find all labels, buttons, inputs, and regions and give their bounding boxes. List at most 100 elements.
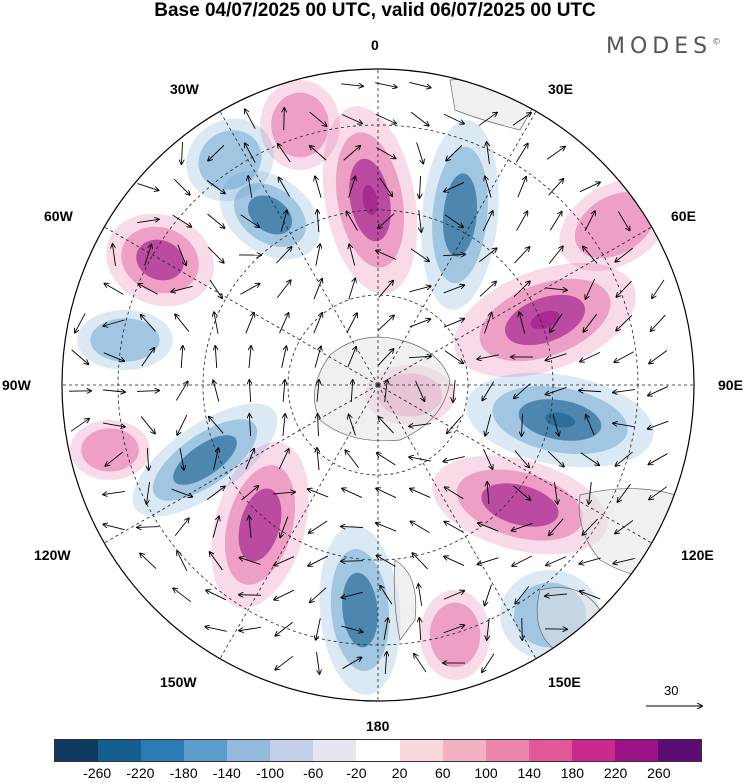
wind-arrow — [315, 176, 322, 198]
wind-arrow — [144, 245, 152, 266]
wind-arrow — [249, 516, 251, 538]
colorbar-swatch — [528, 740, 572, 761]
wind-arrow — [377, 315, 394, 331]
wind-arrow — [112, 244, 116, 266]
wind-arrow — [341, 561, 364, 562]
wind-arrow — [249, 414, 250, 437]
wind-arrow — [280, 516, 289, 538]
wind-arrow — [279, 313, 289, 334]
wind-arrow — [240, 558, 261, 565]
lon-label-150w: 150W — [160, 674, 197, 690]
wind-arrow — [345, 450, 360, 469]
wind-arrow — [482, 653, 495, 672]
wind-arrow — [276, 280, 290, 299]
colorbar-tick-label: 100 — [474, 765, 498, 781]
lon-label-90e: 90E — [718, 377, 743, 393]
wind-arrow — [213, 448, 219, 470]
wind-arrow — [479, 282, 496, 297]
wind-arrow — [318, 414, 319, 437]
wind-arrow — [274, 556, 295, 566]
wind-arrow — [512, 113, 531, 126]
wind-arrow — [478, 113, 497, 126]
wind-arrow — [175, 382, 187, 401]
reference-vector-label: 30 — [664, 683, 679, 698]
colorbar-swatch — [184, 740, 228, 761]
positive-anomaly-contour — [420, 590, 490, 680]
wind-arrow — [378, 417, 394, 434]
wind-arrow — [648, 386, 669, 395]
wind-arrow — [212, 516, 219, 538]
wind-arrow — [70, 419, 89, 432]
wind-arrow — [175, 314, 190, 332]
wind-arrow — [484, 584, 492, 606]
wind-arrow — [281, 346, 287, 368]
wind-arrow — [410, 489, 431, 498]
wind-arrow — [416, 142, 424, 164]
wind-arrow — [616, 315, 633, 330]
negative-anomaly-contour — [544, 412, 576, 428]
wind-arrow — [485, 176, 492, 198]
colorbar-swatch — [313, 740, 357, 761]
wind-arrow — [341, 84, 363, 86]
wind-arrow — [147, 447, 148, 470]
wind-arrow — [453, 380, 455, 402]
wind-arrow — [614, 351, 634, 362]
wind-arrow — [341, 526, 364, 527]
wind-arrow — [546, 387, 567, 394]
wind-arrow — [477, 354, 499, 359]
colorbar-swatch — [141, 740, 185, 761]
meridian-line — [212, 99, 379, 386]
colorbar-tick-label: -20 — [346, 765, 367, 781]
wind-arrow — [206, 180, 225, 193]
wind-arrow — [512, 555, 533, 566]
wind-arrow — [317, 210, 319, 233]
wind-arrow — [173, 178, 190, 195]
wind-arrow — [209, 279, 222, 298]
wind-arrow — [240, 284, 259, 295]
wind-arrow — [378, 281, 393, 298]
wind-arrow — [485, 414, 492, 435]
wind-arrow — [443, 625, 465, 634]
wind-arrow — [273, 492, 295, 494]
wind-arrow — [409, 286, 430, 293]
wind-arrow — [179, 448, 184, 470]
wind-arrow — [103, 490, 125, 494]
wind-arrow — [141, 315, 156, 332]
modes-logo: MODES© — [606, 34, 722, 59]
wind-arrow — [580, 452, 599, 465]
colorbar-tick-label: 60 — [435, 765, 451, 781]
wind-arrow — [649, 486, 668, 500]
lon-label-150e: 150E — [548, 674, 581, 690]
wind-arrow — [103, 352, 124, 361]
wind-arrow — [351, 380, 353, 403]
wind-arrow — [411, 521, 430, 533]
wind-arrow — [617, 211, 629, 231]
positive-anomaly-contour — [429, 602, 481, 668]
wind-arrow — [136, 391, 159, 392]
wind-arrow — [513, 281, 530, 297]
wind-arrow — [380, 586, 393, 605]
wind-arrow — [137, 527, 159, 528]
colorbar-tick-label: 260 — [647, 765, 671, 781]
wind-arrow — [171, 285, 193, 291]
wind-arrow — [146, 482, 150, 504]
wind-arrow — [478, 557, 499, 565]
wind-arrow — [313, 313, 322, 334]
positive-anomaly-contour — [136, 239, 184, 281]
colorbar-swatch — [356, 740, 400, 761]
wind-arrow — [245, 109, 256, 129]
wind-arrow — [103, 390, 125, 392]
wind-arrow — [513, 485, 531, 500]
wind-arrow — [137, 183, 159, 191]
wind-arrow — [546, 147, 565, 160]
map-title: Base 04/07/2025 00 UTC, valid 06/07/2025… — [154, 0, 596, 21]
wind-arrow — [444, 522, 464, 533]
wind-arrow — [446, 145, 463, 160]
wind-arrow — [174, 518, 189, 536]
wind-arrow — [177, 551, 188, 572]
wind-arrow — [348, 278, 355, 300]
wind-arrow — [548, 179, 564, 196]
wind-arrow — [308, 489, 329, 498]
wind-arrow — [240, 214, 259, 227]
wind-arrow — [579, 557, 601, 564]
